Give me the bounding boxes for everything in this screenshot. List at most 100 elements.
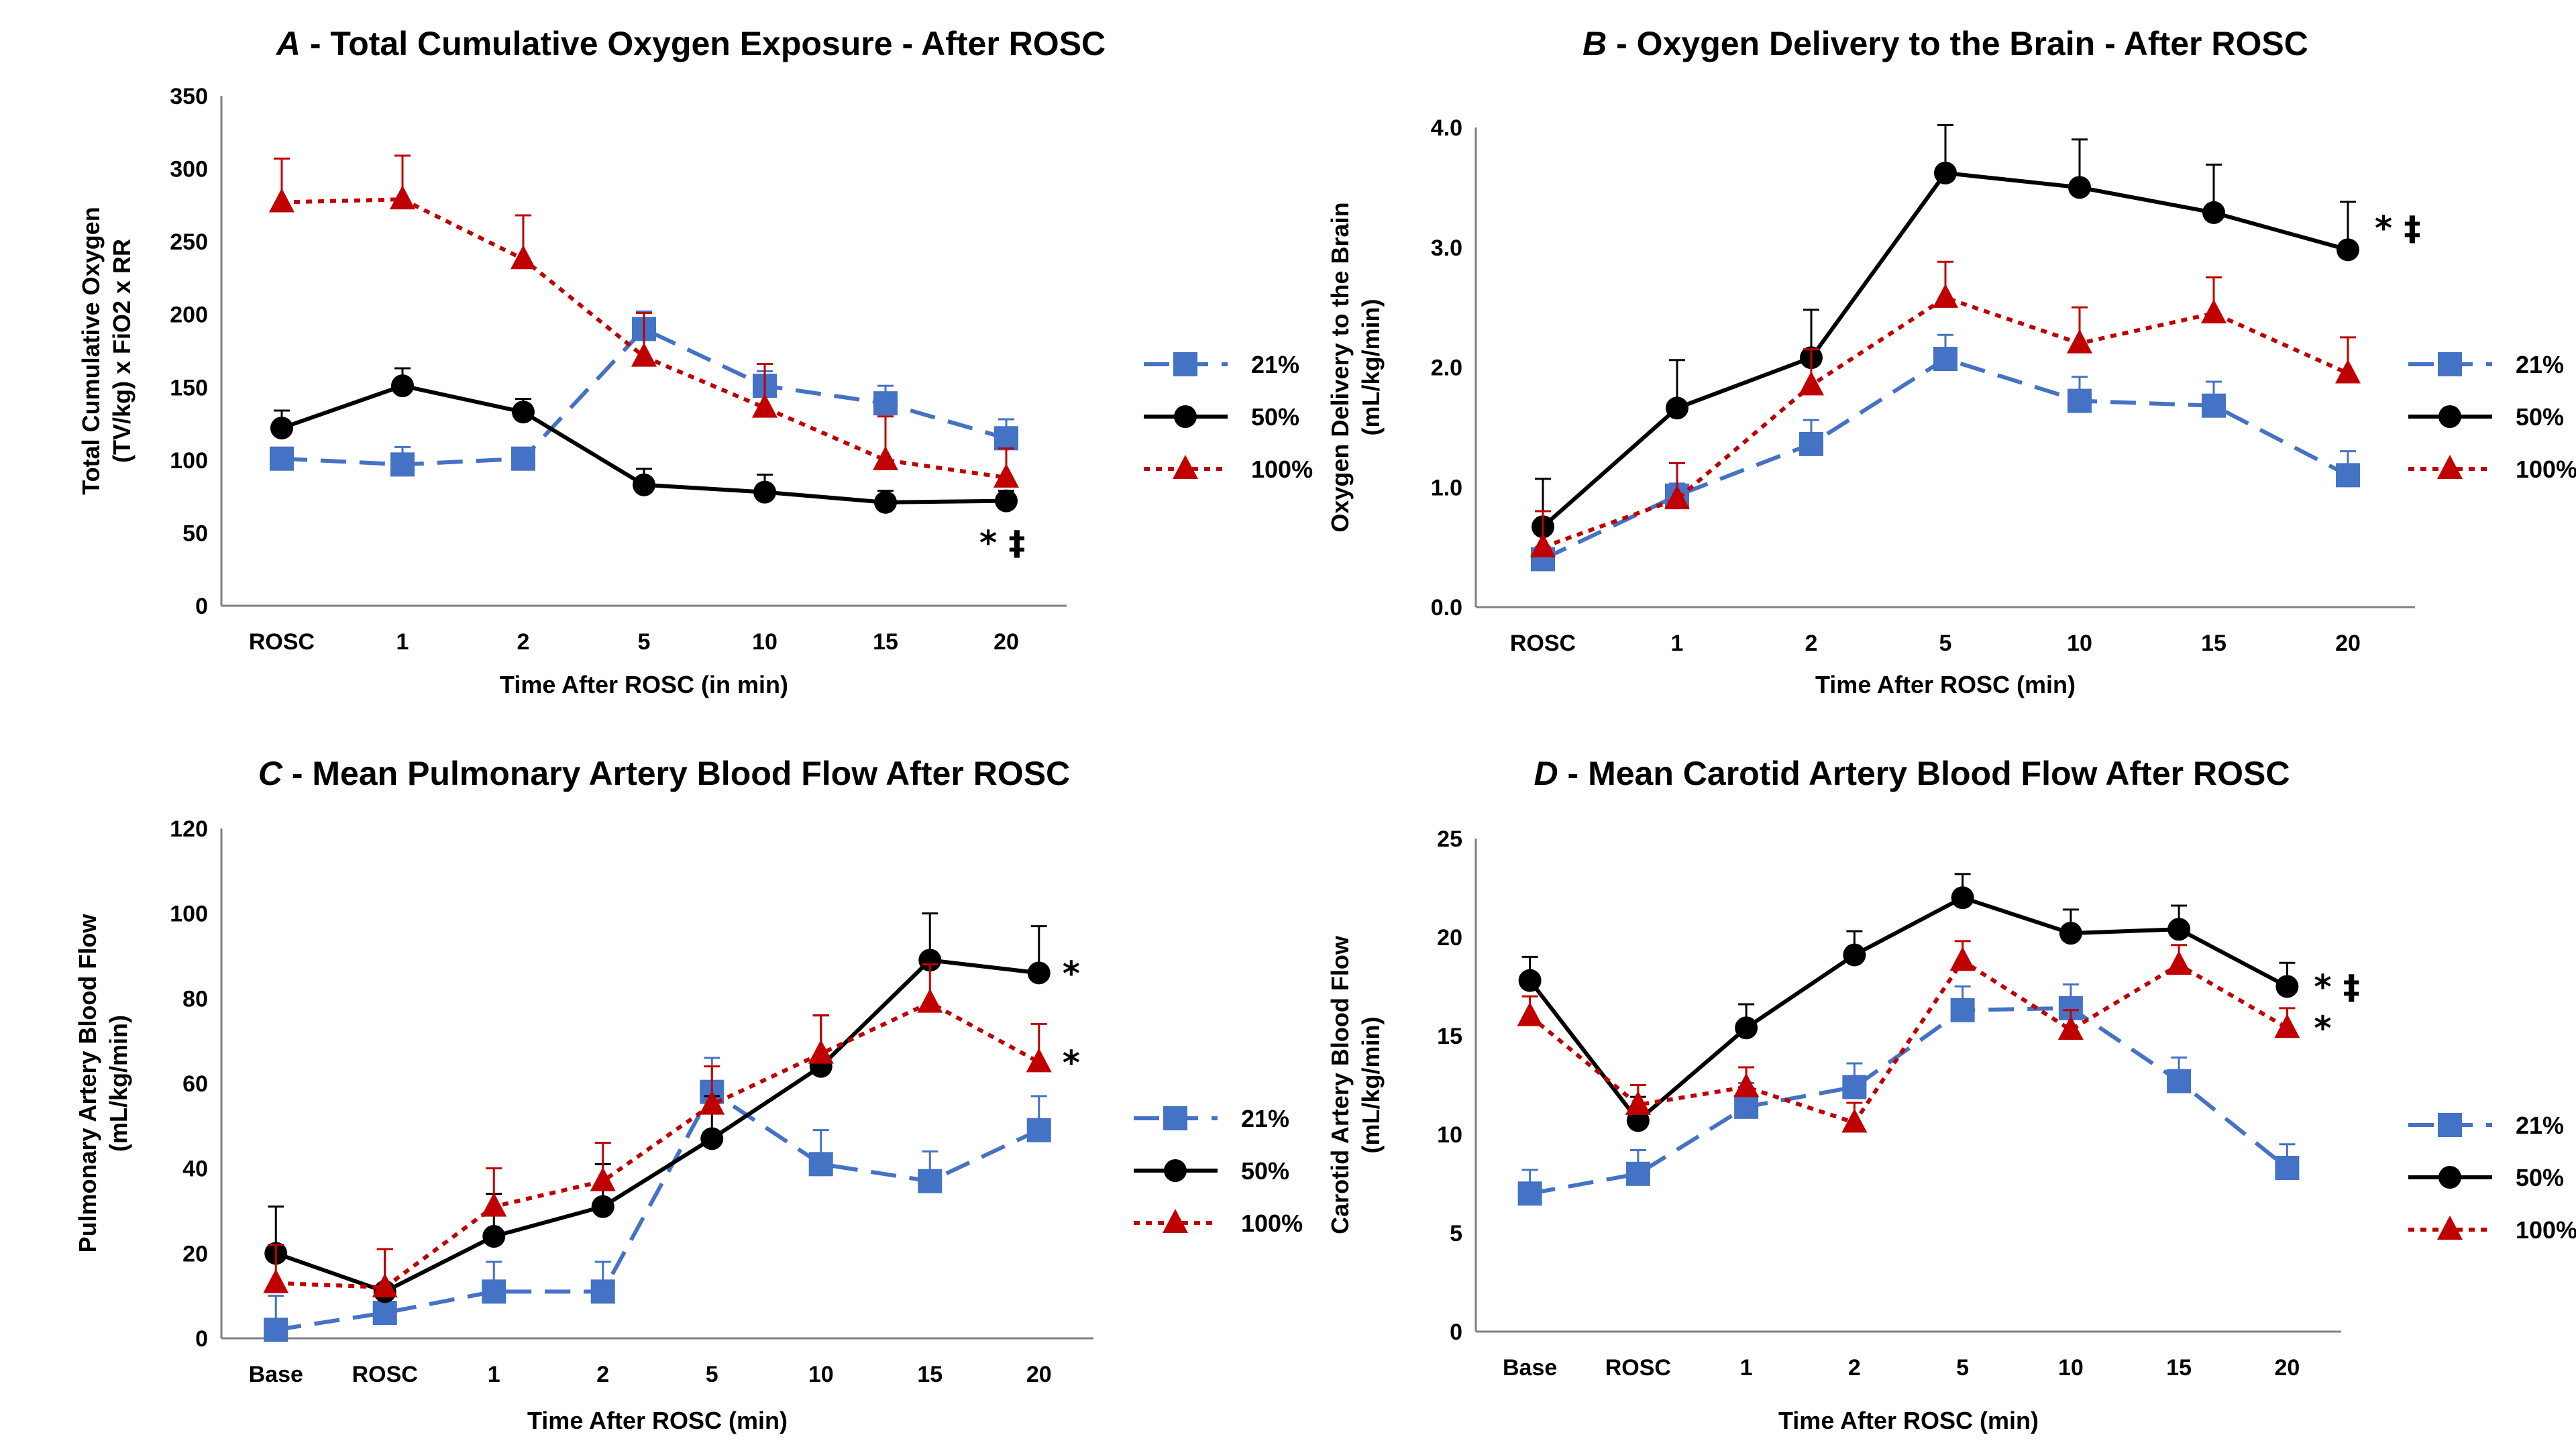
series-50pct <box>1532 123 2359 539</box>
x-tick-label: 15 <box>873 629 898 655</box>
legend-label: 100% <box>1241 1210 1303 1237</box>
series-line <box>1529 1006 2289 1196</box>
y-axis-label: Oxygen Delivery to the Brain (mL/kg/min) <box>1326 202 1385 532</box>
data-point <box>752 393 777 418</box>
y-axis-label-line: Oxygen Delivery to the Brain <box>1326 202 1354 532</box>
x-tick-label: 1 <box>1740 1355 1753 1381</box>
y-tick-label: 250 <box>170 229 208 255</box>
data-point <box>264 1318 288 1342</box>
y-axis-label-line: (TV/kg) x FiO2 x RR <box>108 239 136 463</box>
legend-marker <box>1164 1159 1187 1182</box>
series-100pct <box>1517 940 2300 1133</box>
data-point <box>918 949 942 972</box>
x-tick-label: Base <box>249 1362 303 1387</box>
y-tick-label: 3.0 <box>1431 235 1462 261</box>
data-point <box>1951 886 1974 910</box>
data-point <box>1664 485 1690 510</box>
legend-label: 21% <box>1241 1105 1289 1132</box>
y-tick-label: 4.0 <box>1431 115 1462 141</box>
legend-marker <box>1174 405 1197 428</box>
legend-label: 100% <box>1251 455 1313 483</box>
legend-marker <box>2437 1216 2463 1240</box>
legend-marker <box>1173 352 1197 376</box>
data-point <box>808 1039 834 1064</box>
legend-marker <box>1173 455 1198 479</box>
y-tick-label: 200 <box>170 303 208 328</box>
legend-marker <box>1163 1209 1188 1233</box>
data-point <box>1933 283 1958 308</box>
significance-marker: * <box>1063 1043 1080 1082</box>
x-tick-label: 2 <box>596 1362 609 1387</box>
significance-marker: * ‡ <box>2314 968 2360 1007</box>
y-tick-label: 100 <box>170 902 208 927</box>
x-tick-label: 10 <box>752 629 777 655</box>
data-point <box>1625 1090 1651 1115</box>
y-axis-label: Total Cumulative Oxygen (TV/kg) x FiO2 x … <box>77 207 136 494</box>
series-100pct <box>1530 260 2361 557</box>
legend-label: 100% <box>2516 1216 2576 1244</box>
y-tick-label: 15 <box>1437 1024 1462 1049</box>
data-point <box>699 1090 725 1115</box>
x-tick-label: 5 <box>1956 1355 1969 1381</box>
chart-panel-a: A - Total Cumulative Oxygen Exposure - A… <box>77 25 1313 698</box>
series-21pct <box>1517 983 2300 1206</box>
data-point <box>590 1279 615 1304</box>
chart-title-text: - Oxygen Delivery to the Brain - After R… <box>1607 25 2308 62</box>
y-tick-label: 2.0 <box>1431 356 1462 381</box>
data-point <box>590 1167 616 1191</box>
x-axis-label: Time After ROSC (min) <box>1778 1407 2039 1434</box>
y-tick-label: 350 <box>170 84 208 109</box>
y-tick-label: 0 <box>195 594 208 619</box>
y-tick-label: 50 <box>182 521 208 546</box>
data-point <box>2166 951 2192 975</box>
chart-title-text: - Mean Pulmonary Artery Blood Flow After… <box>282 755 1070 792</box>
chart-panel-d: D - Mean Carotid Artery Blood Flow After… <box>1326 755 2576 1434</box>
series-line <box>276 1000 1040 1289</box>
data-point <box>2202 393 2226 418</box>
x-tick-label: 10 <box>2058 1355 2084 1381</box>
x-axis-label: Time After ROSC (min) <box>527 1407 788 1434</box>
chart-title: C - Mean Pulmonary Artery Blood Flow Aft… <box>258 755 1070 792</box>
data-point <box>263 1269 289 1293</box>
data-point <box>2067 329 2092 354</box>
chart-title-text: - Mean Carotid Artery Blood Flow After R… <box>1558 755 2290 792</box>
x-tick-label: 2 <box>1848 1355 1861 1381</box>
data-point <box>482 1225 506 1248</box>
x-tick-label: 20 <box>2335 631 2361 656</box>
x-tick-label: 5 <box>1939 631 1952 656</box>
data-point <box>1666 396 1688 420</box>
legend-marker <box>2438 1113 2462 1137</box>
chart-title: D - Mean Carotid Artery Blood Flow After… <box>1534 755 2290 792</box>
data-point <box>512 400 535 424</box>
legend-label: 50% <box>1241 1157 1289 1185</box>
y-tick-label: 100 <box>170 448 208 474</box>
y-tick-label: 80 <box>182 986 208 1012</box>
data-point <box>994 463 1019 488</box>
x-tick-label: 15 <box>2201 631 2226 656</box>
data-point <box>2167 1069 2192 1093</box>
series-50pct <box>270 367 1018 514</box>
data-point <box>1799 371 1824 396</box>
series-line <box>275 1089 1040 1332</box>
data-point <box>511 245 536 270</box>
series-line <box>1528 896 2288 1123</box>
data-point <box>1733 1073 1760 1097</box>
x-axis-label: Time After ROSC (min) <box>1815 671 2076 698</box>
data-point <box>1933 346 1957 371</box>
legend-marker <box>2438 405 2461 428</box>
data-point <box>1950 998 1975 1022</box>
x-tick-label: 20 <box>2274 1355 2300 1381</box>
y-axis-label-line: (mL/kg/min) <box>1357 299 1385 436</box>
x-tick-label: Base <box>1503 1355 1557 1381</box>
data-point <box>2068 388 2092 413</box>
y-tick-label: 120 <box>170 816 208 842</box>
significance-marker: * ‡ <box>2375 209 2421 248</box>
data-point <box>1934 161 1957 184</box>
series-line <box>275 958 1040 1294</box>
data-point <box>390 185 415 210</box>
data-point <box>269 188 294 213</box>
legend-label: 21% <box>2516 351 2564 378</box>
data-point <box>2275 975 2299 998</box>
legend-label: 50% <box>1251 403 1299 431</box>
significance-marker: * <box>1063 954 1080 993</box>
